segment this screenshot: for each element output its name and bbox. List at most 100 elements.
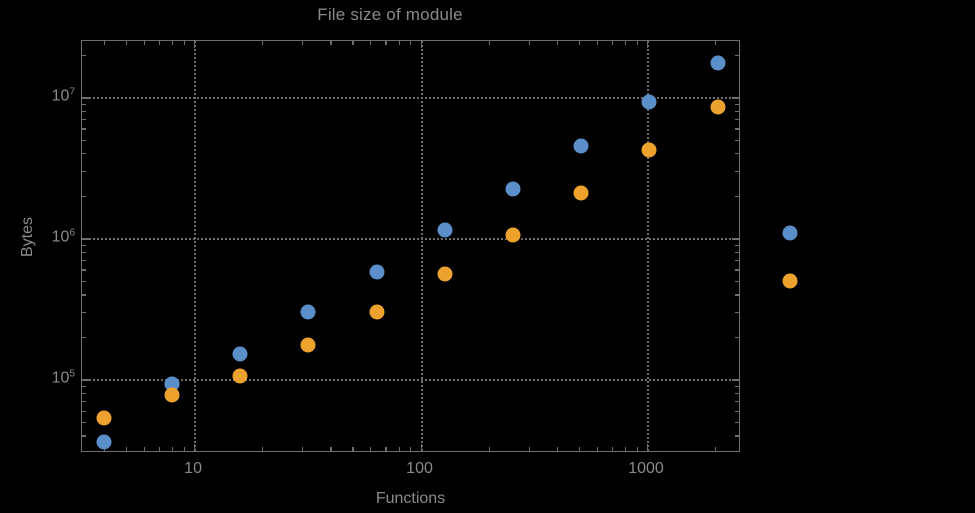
y-tick-right-9000000: [735, 103, 739, 105]
x-tick-label-10: 10: [184, 460, 202, 477]
y-tick-right-80000: [735, 392, 739, 395]
y-tick-70000: [82, 401, 86, 403]
x-tick-top-9: [183, 41, 185, 45]
y-tick-4000000: [82, 153, 86, 155]
x-tick-90: [410, 447, 412, 451]
y-tick-right-3000000: [735, 170, 739, 173]
y-tick-right-50000: [735, 421, 739, 423]
y-axis-label: Bytes: [19, 217, 36, 258]
x-tick-60: [370, 447, 372, 451]
x-tick-top-10: [194, 41, 196, 48]
y-tick-6000000: [82, 128, 86, 130]
x-tick-top-40: [330, 41, 332, 45]
x-tick-top-30: [302, 41, 304, 45]
data-point: [96, 410, 112, 426]
x-tick-top-70: [385, 41, 387, 45]
y-tick-right-4000000: [735, 153, 739, 155]
y-tick-right-100000: [732, 379, 739, 381]
y-tick-label-1e5: 105: [51, 368, 75, 387]
x-tick-10: [194, 444, 196, 451]
plot-frame: [81, 40, 740, 452]
x-tick-400: [556, 447, 559, 451]
y-tick-right-900000: [735, 244, 739, 246]
x-tick-700: [611, 447, 614, 451]
y-tick-700000: [82, 260, 86, 262]
x-tick-top-8: [172, 41, 174, 45]
legend-swatch-0[interactable]: [782, 225, 798, 241]
data-point: [369, 264, 385, 280]
x-tick-50: [352, 447, 354, 451]
data-point: [232, 368, 248, 384]
data-point: [505, 227, 521, 243]
x-tick-9: [183, 447, 185, 451]
y-tick-right-5000000: [735, 139, 739, 141]
x-tick-30: [302, 447, 304, 451]
y-tick-50000: [82, 421, 86, 423]
x-tick-top-800: [625, 41, 627, 45]
data-point: [710, 55, 726, 71]
y-tick-8000000: [82, 110, 86, 112]
x-tick-top-200: [488, 41, 490, 45]
data-point: [437, 222, 453, 238]
y-tick-right-200000: [735, 336, 739, 338]
gridline-vertical-1000: [647, 41, 650, 451]
x-tick-1000: [647, 444, 649, 451]
x-tick-600: [596, 447, 598, 451]
x-tick-top-600: [596, 41, 598, 45]
x-tick-top-50: [352, 41, 354, 45]
x-tick-800: [625, 447, 627, 451]
y-tick-right-7000000: [735, 118, 739, 121]
x-axis-label: Functions: [375, 490, 446, 507]
gridline-vertical-10: [194, 41, 197, 451]
y-tick-900000: [82, 244, 86, 246]
x-tick-top-1000: [647, 41, 649, 48]
y-tick-9000000: [82, 103, 86, 105]
gridline-horizontal-1e6: [82, 238, 739, 241]
x-tick-7: [158, 447, 161, 451]
data-point: [573, 185, 589, 201]
data-point: [232, 346, 248, 362]
x-tick-top-90: [410, 41, 412, 45]
y-tick-right-70000: [735, 401, 739, 403]
x-tick-5: [125, 447, 128, 451]
x-tick-200: [488, 447, 490, 451]
y-tick-300000: [82, 311, 86, 314]
x-tick-80: [398, 447, 400, 451]
data-point: [96, 434, 112, 450]
y-tick-right-60000: [735, 410, 739, 412]
y-tick-20000000: [82, 54, 86, 56]
y-tick-5000000: [82, 139, 86, 141]
plot-area: [82, 41, 739, 451]
x-tick-70: [385, 447, 387, 451]
data-point: [641, 94, 657, 110]
x-tick-40: [330, 447, 332, 451]
x-tick-top-700: [611, 41, 614, 45]
x-tick-top-20: [262, 41, 264, 45]
y-tick-100000: [82, 379, 89, 381]
y-tick-right-6000000: [735, 128, 739, 130]
y-tick-right-2000000: [735, 195, 739, 197]
data-point: [369, 304, 385, 320]
chart-legend: [770, 215, 830, 305]
x-tick-top-2000: [715, 41, 717, 45]
x-tick-20: [262, 447, 264, 451]
x-tick-top-900: [636, 41, 638, 45]
x-tick-top-60: [370, 41, 372, 45]
y-tick-600000: [82, 269, 86, 271]
chart-title: File size of module: [317, 5, 463, 24]
legend-swatch-1[interactable]: [782, 273, 798, 289]
y-tick-10000000: [82, 97, 89, 99]
y-tick-right-10000000: [732, 97, 739, 99]
x-tick-100: [420, 444, 422, 451]
y-tick-right-20000000: [735, 54, 739, 56]
data-point: [641, 142, 657, 158]
y-tick-right-8000000: [735, 110, 739, 112]
y-tick-right-300000: [735, 311, 739, 314]
data-point: [300, 337, 316, 353]
gridline-horizontal-1e5: [82, 379, 739, 382]
y-tick-40000: [82, 435, 86, 437]
y-tick-right-400000: [735, 294, 739, 296]
y-tick-1000000: [82, 238, 89, 240]
x-tick-500: [578, 447, 581, 451]
y-tick-800000: [82, 251, 86, 254]
